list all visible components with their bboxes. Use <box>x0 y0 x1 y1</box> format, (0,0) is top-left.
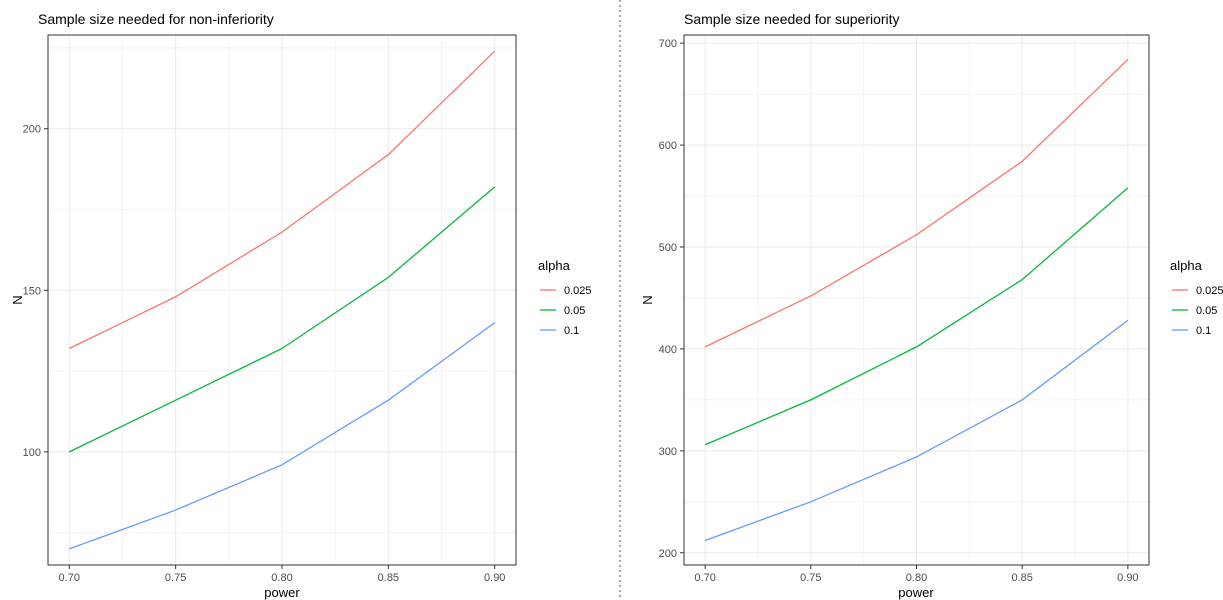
x-tick-label: 0.85 <box>378 572 399 584</box>
series-line-0.025 <box>704 58 1129 348</box>
y-tick-label: 400 <box>659 344 677 356</box>
plot-grid <box>48 35 516 565</box>
legend-label: 0.1 <box>1196 325 1211 337</box>
x-tick-label: 0.70 <box>694 572 715 584</box>
chart-superiority: Sample size needed for superiority 0.70 0… <box>640 11 1223 600</box>
legend-label: 0.025 <box>564 285 592 297</box>
legend-label: 0.025 <box>1196 285 1223 297</box>
x-tick-label: 0.70 <box>59 572 80 584</box>
series-line-0.05 <box>68 186 496 453</box>
y-tick-label: 200 <box>659 548 677 560</box>
legend-label: 0.1 <box>564 325 579 337</box>
legend: alpha 0.025 0.05 0.1 <box>538 258 592 337</box>
plot-grid <box>684 35 1149 565</box>
legend: alpha 0.025 0.05 0.1 <box>1170 258 1223 337</box>
y-axis: 100 150 200 <box>23 124 48 459</box>
x-tick-label: 0.85 <box>1011 572 1032 584</box>
x-axis: 0.70 0.75 0.80 0.85 0.90 <box>694 565 1139 584</box>
x-tick-label: 0.75 <box>165 572 186 584</box>
series-line-0.1 <box>69 322 496 550</box>
series-line-0.05 <box>704 187 1129 446</box>
x-tick-label: 0.75 <box>800 572 821 584</box>
y-tick-label: 300 <box>659 446 677 458</box>
x-tick-label: 0.80 <box>271 572 292 584</box>
x-tick-label: 0.80 <box>906 572 927 584</box>
series-line-0.025 <box>68 50 496 350</box>
chart-title: Sample size needed for non-inferiority <box>38 11 274 27</box>
x-axis-label: power <box>898 585 934 600</box>
legend-label: 0.05 <box>1196 305 1217 317</box>
y-tick-label: 500 <box>659 242 677 254</box>
x-tick-label: 0.90 <box>484 572 505 584</box>
x-axis-label: power <box>264 585 300 600</box>
plot-lines <box>704 58 1129 542</box>
y-axis: 200 300 400 500 600 700 <box>659 38 684 560</box>
chart-non-inferiority: Sample size needed for non-inferiority 0… <box>10 11 592 600</box>
y-axis-label: N <box>640 295 655 304</box>
chart-title: Sample size needed for superiority <box>684 11 900 27</box>
legend-label: 0.05 <box>564 305 585 317</box>
y-tick-label: 200 <box>23 124 41 136</box>
legend-title: alpha <box>538 258 571 273</box>
y-tick-label: 100 <box>23 447 41 459</box>
y-tick-label: 600 <box>659 140 677 152</box>
y-axis-label: N <box>10 295 25 304</box>
legend-title: alpha <box>1170 258 1203 273</box>
y-tick-label: 150 <box>23 285 41 297</box>
y-tick-label: 700 <box>659 38 677 50</box>
series-line-0.1 <box>704 319 1129 542</box>
x-tick-label: 0.90 <box>1117 572 1138 584</box>
x-axis: 0.70 0.75 0.80 0.85 0.90 <box>59 565 505 584</box>
plot-lines <box>68 50 496 550</box>
